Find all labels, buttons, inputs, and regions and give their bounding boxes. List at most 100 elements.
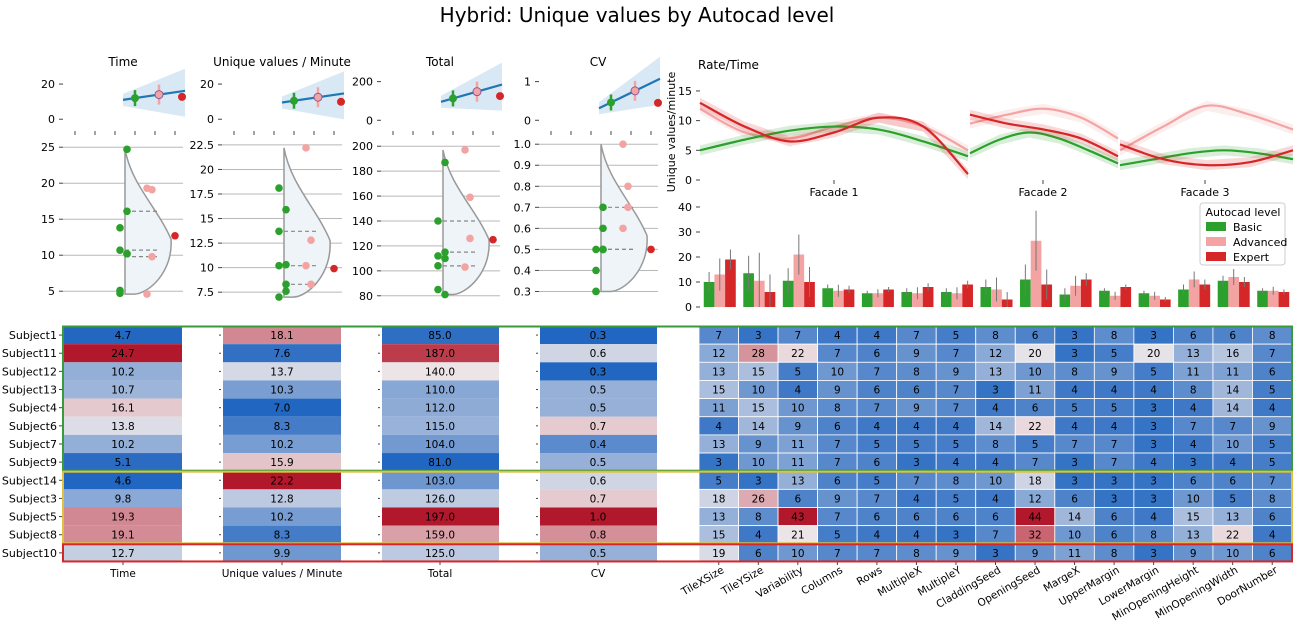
bar-advanced [951,293,963,307]
metric-cell [382,543,499,562]
param-cell-value: 16 [1226,348,1240,360]
bar-basic [1217,280,1229,307]
rate-line-expert [1119,143,1294,167]
violin-ytick-label: 10 [41,249,55,262]
param-cell-value: 15 [712,530,725,542]
param-cell-value: 9 [953,548,960,560]
violin-panel: 5 10 15 20 25 [41,141,183,298]
param-cell-value: 8 [1190,385,1197,397]
violin-ytick-label: 140 [352,215,373,228]
trend-point-expert [654,98,662,107]
violin-point-basic [275,261,283,270]
metric-cell-value: 15.9 [270,457,293,469]
param-cell-value: 4 [913,421,920,433]
violin-shape [442,149,490,296]
param-cell-value: 6 [1111,512,1118,524]
metric-cell [223,525,341,544]
violin-ytick-label: 0.6 [514,222,532,235]
violin-ytick-label: 20 [200,163,214,176]
row-label: Subject1 [9,329,57,342]
bar-basic [1099,290,1110,307]
param-cell-value: 9 [834,493,841,505]
trend-ytick-label: 200 [352,76,373,89]
metric-cell [540,543,657,562]
metric-cell [382,344,499,363]
param-cell-value: 13 [791,475,804,487]
metric-cell [382,453,499,472]
param-cell-value: 6 [1190,330,1197,342]
metric-column-label: CV [591,568,606,580]
param-cell-value: 4 [953,457,960,469]
rate-band-basic [700,121,968,162]
metric-cell [64,471,182,490]
metric-cell-value: 0.7 [590,493,607,505]
violin-ytick-label: 22.5 [190,139,215,152]
parameter-heatmap: 7 3 7 4 4 7 5 8 6 3 8 3 6 6 812 28 22 7 6 9 7 12 20 3 5 20 13 16 713… [679,325,1293,623]
violin-point-basic [282,280,290,289]
metric-cell [382,362,499,381]
param-cell-value: 18 [1028,475,1041,487]
param-cell-value: 6 [953,512,960,524]
metric-cell-value: 13.7 [270,366,293,378]
param-cell-value: 21 [791,530,804,542]
param-cell-value: 4 [1111,385,1118,397]
metric-cell [540,489,657,508]
bar-expert [1080,279,1092,307]
trend-confidence-band [123,68,185,117]
rate-line-advanced [1119,104,1294,152]
trend-point-basic [131,94,139,103]
param-cell-value: 10 [831,366,844,378]
metric-cell-value: 85.0 [428,330,451,342]
param-cell-value: 7 [874,366,881,378]
trend-point-expert [178,92,186,101]
violin-point-basic [123,249,131,258]
violin-ytick-label: 7.5 [197,286,215,299]
metric-cell-value: 0.3 [590,330,607,342]
param-cell-value: 7 [953,403,960,415]
param-cell-value: 5 [1229,493,1236,505]
param-cell-value: 4 [913,493,920,505]
param-cell-value: 4 [874,530,881,542]
param-cell-value: 3 [1071,457,1078,469]
metric-cell [64,543,182,562]
param-cell-value: 10 [989,475,1002,487]
metric-cell [223,344,341,363]
violin-point-basic [592,245,600,254]
param-cell-value: 4 [992,403,999,415]
group-box-advanced [62,470,1293,545]
metric-column-label: Unique values / Minute [222,568,343,580]
trend-point-basic [290,96,298,105]
metric-column-label: Total [427,568,453,580]
bar-expert [1199,284,1211,307]
param-cell-value: 8 [1269,493,1276,505]
param-cell-value: 7 [794,330,801,342]
metric-cell-value: 197.0 [425,512,455,524]
trend-panel: Unique values / Minute 0 20 [200,55,351,135]
param-cell-value: 5 [1269,439,1276,451]
violin-ytick-label: 0.7 [514,201,532,214]
violin-point-advanced [143,290,151,298]
violin-point-advanced [302,144,310,152]
trend-point-basic [449,94,457,103]
param-cell-value: 6 [1269,512,1276,524]
metric-cell-value: 22.2 [270,475,293,487]
param-cell-value: 6 [1032,330,1039,342]
metric-cell [540,453,657,472]
metric-cell-value: 0.5 [590,548,607,560]
param-cell-value: 4 [1269,530,1276,542]
metric-cell [382,471,499,490]
param-cell-value: 6 [1269,366,1276,378]
metric-cell [64,362,182,381]
param-cell-value: 7 [1111,439,1118,451]
bar-expert [962,284,973,307]
metric-cell [382,326,499,345]
trend-ytick-label: 0 [207,113,214,126]
metric-cell [540,507,657,526]
trend-ytick-label: 0 [366,114,373,127]
metric-cell-value: 10.7 [111,385,134,397]
metric-cell [64,380,182,399]
param-cell-value: 11 [1226,366,1239,378]
metric-cell-value: 5.1 [115,457,132,469]
param-cell-value: 8 [834,403,841,415]
param-cell-value: 14 [989,421,1003,433]
